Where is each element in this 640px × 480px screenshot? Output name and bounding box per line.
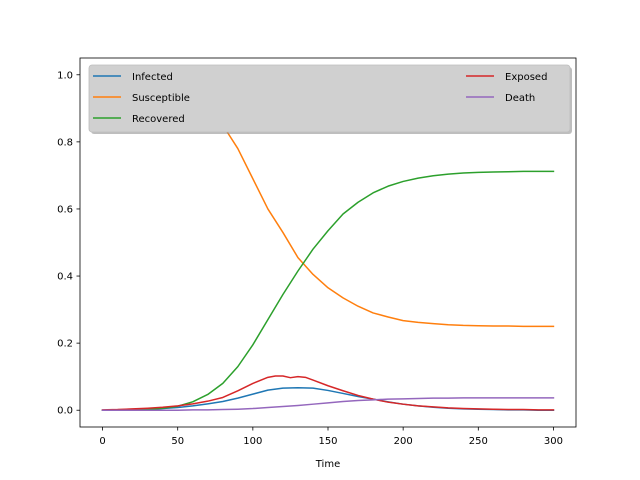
y-axis-ticks: 0.0 0.2 0.4 0.6 0.8 1.0 [57,70,80,417]
series-line-exposed [101,375,555,411]
y-tick-label: 1.0 [57,70,73,81]
x-tick-label: 150 [318,436,337,447]
legend-label-exposed: Exposed [505,72,547,83]
x-tick-label: 100 [243,436,262,447]
x-tick-label: 200 [394,436,413,447]
y-tick-label: 0.2 [57,339,73,350]
legend-box [88,64,571,133]
x-tick-label: 250 [469,436,488,447]
legend-label-infected: Infected [132,72,173,83]
y-tick-label: 0.4 [57,272,73,283]
legend-label-recovered: Recovered [132,114,185,125]
x-tick-label: 0 [99,436,105,447]
y-tick-label: 0.6 [57,204,73,215]
x-axis-ticks: 0 50 100 150 200 250 300 [99,427,563,447]
legend: Infected Susceptible Recovered Exposed Death [88,64,572,134]
legend-label-death: Death [505,93,535,104]
x-tick-label: 300 [544,436,563,447]
series-line-death [101,397,555,411]
y-tick-label: 0.8 [57,137,73,148]
legend-label-susceptible: Susceptible [132,93,190,104]
x-axis-label: Time [315,459,340,470]
x-tick-label: 50 [171,436,184,447]
y-tick-label: 0.0 [57,406,73,417]
